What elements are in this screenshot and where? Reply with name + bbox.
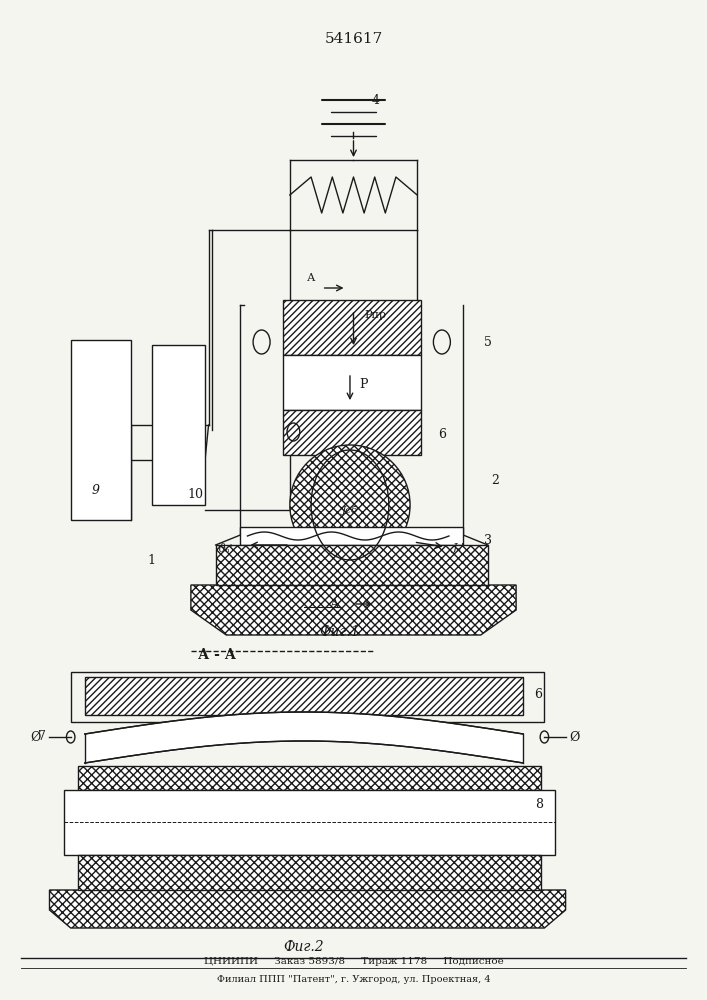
Text: 6: 6 [534, 688, 542, 700]
Bar [78, 855, 541, 890]
Text: Р: Р [359, 377, 368, 390]
Text: ЦНИИПИ     Заказ 5893/8     Тираж 1178     Подписное: ЦНИИПИ Заказ 5893/8 Тираж 1178 Подписное [204, 958, 503, 966]
Bar [64, 790, 555, 855]
Bar [152, 345, 205, 505]
Bar [71, 340, 131, 520]
Bar [240, 527, 463, 545]
Bar [71, 672, 544, 722]
Text: Jсб: Jсб [342, 505, 358, 515]
Text: 3: 3 [484, 534, 492, 546]
Text: Jₙ'': Jₙ'' [325, 728, 340, 742]
Text: 7: 7 [38, 730, 46, 744]
Polygon shape [49, 890, 566, 928]
Text: 9: 9 [92, 484, 100, 496]
Bar [216, 545, 488, 585]
Bar [283, 355, 421, 410]
Text: 5: 5 [484, 336, 492, 349]
Text: 6: 6 [438, 428, 446, 442]
Text: 541617: 541617 [325, 32, 382, 46]
Text: Ø: Ø [30, 730, 41, 744]
Text: Фиг.1: Фиг.1 [319, 625, 360, 639]
Ellipse shape [290, 445, 410, 565]
Text: Jₙ': Jₙ' [452, 543, 464, 553]
Text: 10: 10 [187, 488, 204, 502]
Bar [85, 677, 523, 715]
Text: А: А [330, 597, 339, 610]
Text: А - А: А - А [198, 648, 236, 662]
Text: Филиал ППП "Патент", г. Ужгород, ул. Проектная, 4: Филиал ППП "Патент", г. Ужгород, ул. Про… [216, 976, 491, 984]
Text: 8: 8 [535, 798, 543, 812]
Polygon shape [191, 585, 516, 635]
Bar [78, 766, 541, 790]
Text: 2: 2 [491, 474, 499, 487]
Text: Рпр: Рпр [364, 310, 386, 320]
Bar [283, 410, 421, 455]
Bar [283, 300, 421, 355]
Text: 1: 1 [148, 554, 156, 566]
Text: А: А [307, 273, 315, 283]
Text: 4: 4 [371, 94, 379, 106]
Text: Фиг.2: Фиг.2 [284, 940, 325, 954]
Text: ϑₙ': ϑₙ' [218, 544, 233, 554]
Text: Ø: Ø [569, 730, 580, 744]
